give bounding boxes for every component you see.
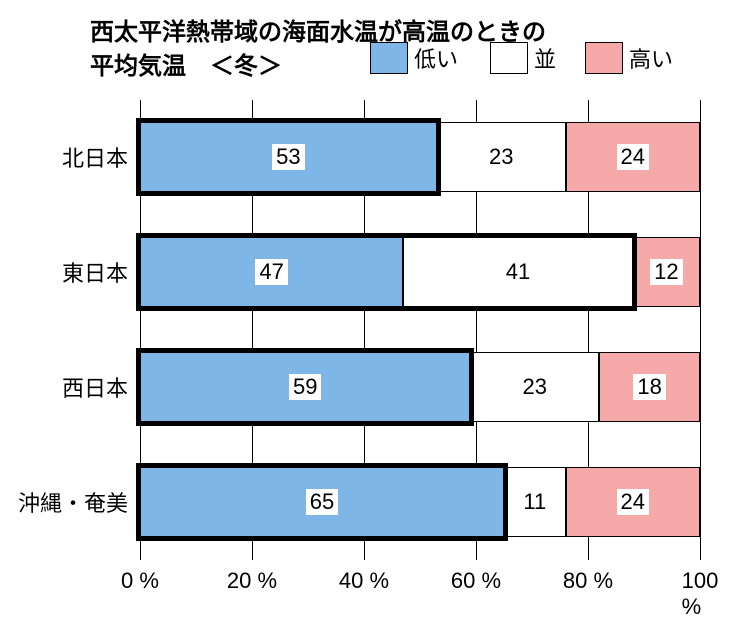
- chart-title-line1: 西太平洋熱帯域の海面水温が高温のときの: [90, 12, 546, 47]
- x-tick-label: 60 %: [451, 568, 501, 594]
- bar-segment: 53: [140, 122, 437, 192]
- bar-segment: 23: [437, 122, 566, 192]
- x-tick-label: 20 %: [227, 568, 277, 594]
- bar-value: 23: [485, 144, 517, 170]
- bar-segment: 47: [140, 237, 403, 307]
- plot-area: 0 %20 %40 %60 %80 %100 %北日本532324東日本4741…: [140, 100, 700, 560]
- bar-row: 59 23 18: [140, 352, 700, 422]
- bar-segment: 41: [403, 237, 633, 307]
- bar-row: 47 41 12: [140, 237, 700, 307]
- category-label: 東日本: [8, 256, 128, 288]
- legend-swatch-mid: [490, 42, 528, 74]
- category-label: 北日本: [8, 141, 128, 173]
- legend-mid: 並: [490, 42, 556, 74]
- bar-value: 47: [255, 259, 287, 285]
- bar-value: 23: [519, 374, 551, 400]
- bar-value: 53: [272, 144, 304, 170]
- bar-value: 59: [289, 374, 321, 400]
- bar-value: 18: [633, 374, 665, 400]
- legend-label-mid: 並: [534, 42, 556, 74]
- x-tick-label: 0 %: [121, 568, 159, 594]
- bar-segment: 65: [140, 467, 504, 537]
- bar-value: 41: [502, 259, 534, 285]
- bar-value: 24: [617, 144, 649, 170]
- legend-swatch-high: [585, 42, 623, 74]
- bar-segment: 24: [566, 467, 700, 537]
- bar-segment: 11: [504, 467, 566, 537]
- legend-swatch-low: [370, 42, 408, 74]
- bar-value: 11: [519, 489, 550, 515]
- chart-container: 西太平洋熱帯域の海面水温が高温のときの 平均気温 ＜冬＞ 低い 並 高い 0 %…: [0, 0, 750, 640]
- legend-label-low: 低い: [414, 42, 458, 74]
- bar-segment: 18: [599, 352, 700, 422]
- grid-line: [700, 100, 701, 560]
- category-label: 西日本: [8, 371, 128, 403]
- x-tick-label: 80 %: [563, 568, 613, 594]
- x-tick-label: 40 %: [339, 568, 389, 594]
- bar-row: 65 11 24: [140, 467, 700, 537]
- bar-segment: 12: [633, 237, 700, 307]
- x-tick-label: 100 %: [682, 568, 719, 620]
- bar-value: 65: [306, 489, 338, 515]
- bar-segment: 59: [140, 352, 470, 422]
- bar-value: 12: [650, 259, 682, 285]
- chart-title-line2: 平均気温 ＜冬＞: [90, 46, 282, 81]
- bar-segment: 24: [566, 122, 700, 192]
- legend-label-high: 高い: [629, 42, 673, 74]
- bar-value: 24: [617, 489, 649, 515]
- bar-row: 53 23 24: [140, 122, 700, 192]
- category-label: 沖縄・奄美: [8, 486, 128, 518]
- legend-low: 低い: [370, 42, 458, 74]
- bar-segment: 23: [470, 352, 599, 422]
- legend-high: 高い: [585, 42, 673, 74]
